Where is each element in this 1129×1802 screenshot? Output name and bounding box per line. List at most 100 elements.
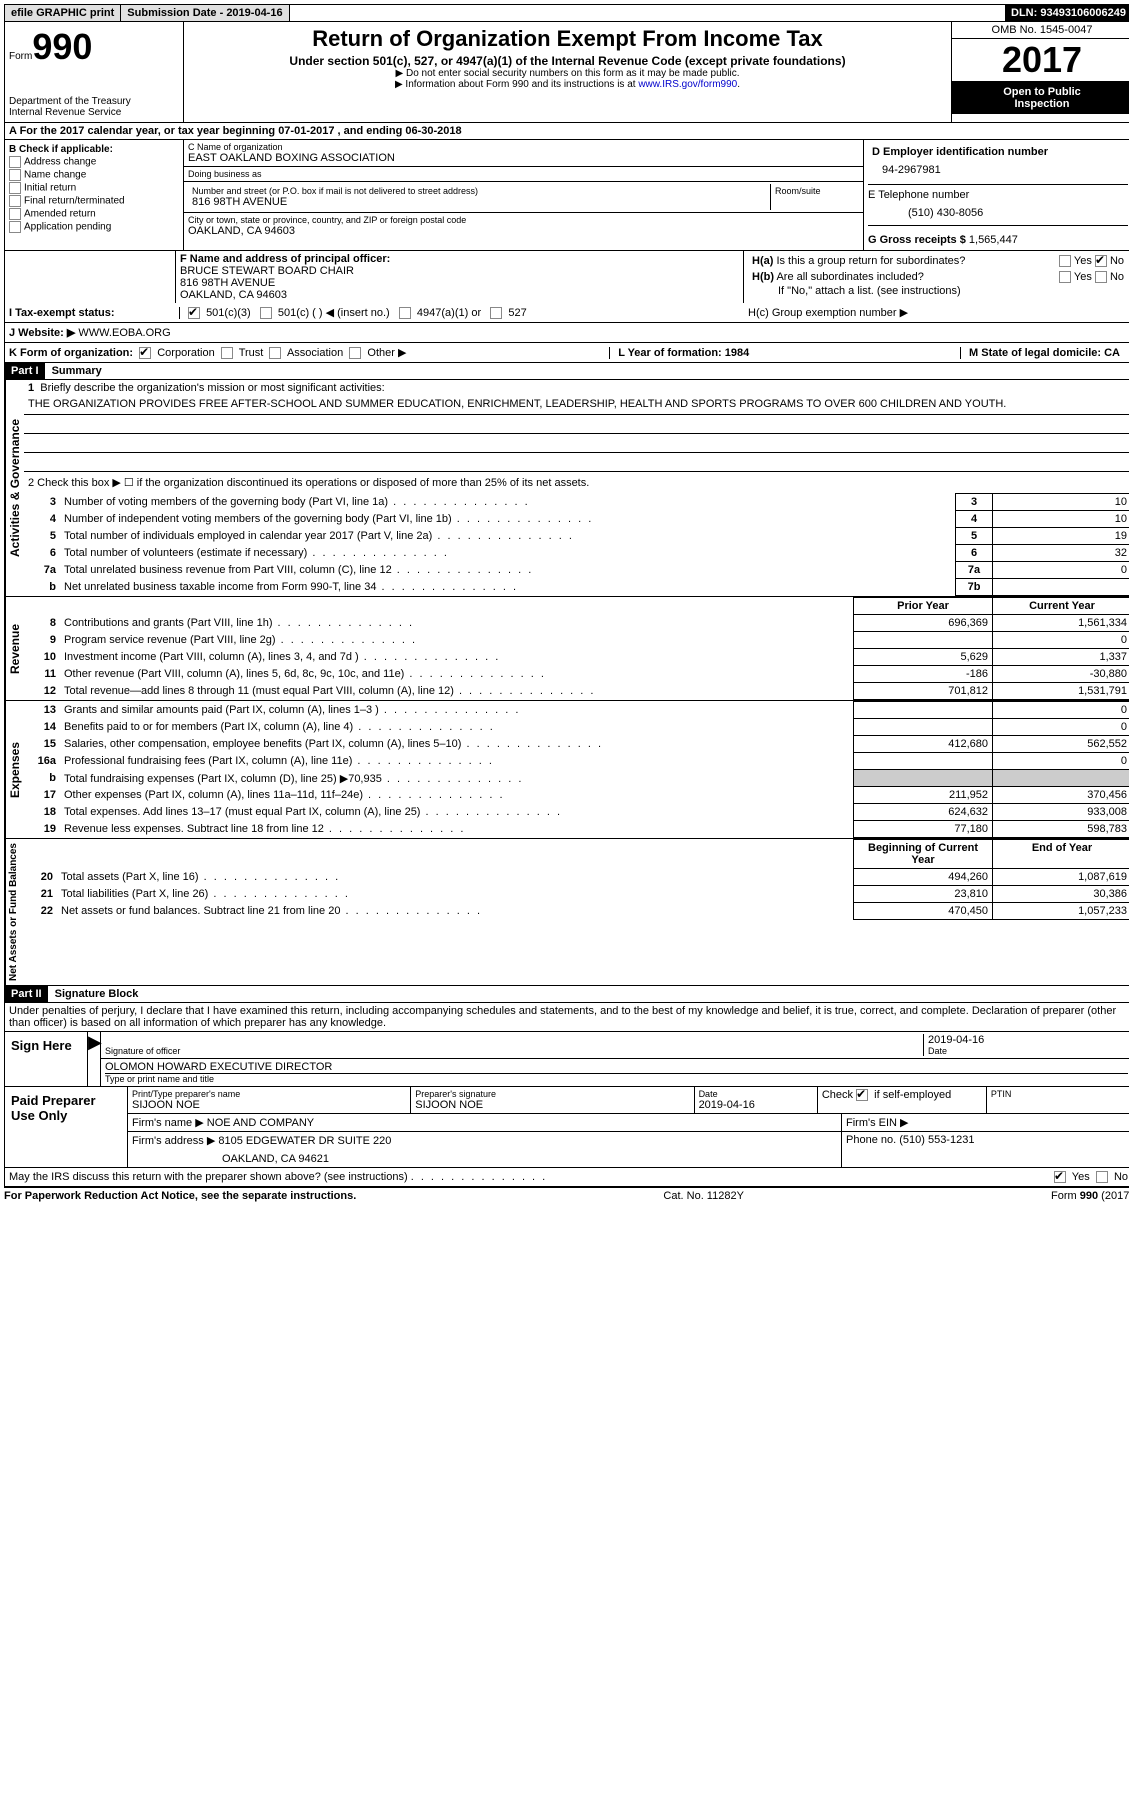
self-employed-check[interactable]: Check if self-employed xyxy=(817,1087,986,1113)
dln-number: DLN: 93493106006249 xyxy=(1005,5,1129,21)
sig-date-label: Date xyxy=(928,1046,1128,1056)
officer-name: BRUCE STEWART BOARD CHAIR xyxy=(180,265,739,277)
form-org-label: K Form of organization: xyxy=(9,347,133,359)
check-initial-return[interactable]: Initial return xyxy=(24,183,76,194)
form-subtitle: Under section 501(c), 527, or 4947(a)(1)… xyxy=(188,54,947,68)
tax-status-label: I Tax-exempt status: xyxy=(9,307,115,319)
ha-label: H(a) Is this a group return for subordin… xyxy=(748,253,1055,269)
open-public: Open to PublicInspection xyxy=(952,82,1129,114)
check-name-change[interactable]: Name change xyxy=(24,170,86,181)
hb-yes[interactable]: Yes xyxy=(1074,271,1092,283)
addr-value: 816 98TH AVENUE xyxy=(192,196,766,208)
org-name: EAST OAKLAND BOXING ASSOCIATION xyxy=(188,152,859,164)
dept-treasury: Department of the Treasury xyxy=(9,96,179,107)
line-2: 2 Check this box ▶ ☐ if the organization… xyxy=(24,472,1129,493)
ha-yes[interactable]: Yes xyxy=(1074,255,1092,267)
name-title-label: Type or print name and title xyxy=(105,1073,1128,1084)
header-left: Form990 Department of the Treasury Inter… xyxy=(5,22,184,122)
firm-phone-label: Phone no. xyxy=(846,1134,896,1146)
firm-ein-label: Firm's EIN ▶ xyxy=(841,1114,1129,1131)
hb-note: If "No," attach a list. (see instruction… xyxy=(748,285,1128,297)
gross-label: G Gross receipts $ xyxy=(868,234,966,246)
prep-date: 2019-04-16 xyxy=(699,1099,813,1111)
phone-label: E Telephone number xyxy=(868,189,1128,201)
part-1-title: Summary xyxy=(52,365,102,377)
part-1-governance: Activities & Governance 1 Briefly descri… xyxy=(4,380,1129,597)
gross-value: 1,565,447 xyxy=(969,234,1018,246)
tax-year: 2017 xyxy=(952,39,1129,82)
section-fh: F Name and address of principal officer:… xyxy=(4,250,1129,303)
hc-label: H(c) Group exemption number ▶ xyxy=(748,306,1128,319)
prep-date-label: Date xyxy=(699,1089,813,1099)
page-footer: For Paperwork Reduction Act Notice, see … xyxy=(4,1187,1129,1202)
check-amended-return[interactable]: Amended return xyxy=(24,209,96,220)
org-other[interactable]: Other ▶ xyxy=(367,347,406,359)
check-application-pending[interactable]: Application pending xyxy=(24,222,111,233)
section-b: B Check if applicable: Address change Na… xyxy=(5,140,183,250)
room-label: Room/suite xyxy=(775,186,855,196)
check-final-return[interactable]: Final return/terminated xyxy=(24,196,125,207)
sign-here-label: Sign Here xyxy=(5,1032,87,1086)
part-1-header: Part I Summary xyxy=(4,363,1129,380)
side-governance: Activities & Governance xyxy=(5,380,24,596)
section-bcd: B Check if applicable: Address change Na… xyxy=(4,140,1129,250)
netassets-table: Beginning of Current Year End of Year20 … xyxy=(21,839,1129,920)
part-2-title: Signature Block xyxy=(55,988,139,1000)
expenses-table: 13 Grants and similar amounts paid (Part… xyxy=(24,701,1129,838)
preparer-block: Paid Preparer Use Only Print/Type prepar… xyxy=(4,1087,1129,1168)
top-bar: efile GRAPHIC print Submission Date - 20… xyxy=(4,4,1129,22)
firm-addr2: OAKLAND, CA 94621 xyxy=(132,1147,837,1165)
org-assoc[interactable]: Association xyxy=(287,347,343,359)
firm-addr: 8105 EDGEWATER DR SUITE 220 xyxy=(218,1135,391,1147)
status-527[interactable]: 527 xyxy=(508,307,526,319)
revenue-table: Prior Year Current Year8 Contributions a… xyxy=(24,597,1129,700)
part-2-tag: Part II xyxy=(5,986,48,1002)
signature-block: Sign Here ▶ Signature of officer 2019-04… xyxy=(4,1032,1129,1087)
row-k: K Form of organization: Corporation Trus… xyxy=(4,343,1129,363)
form-header: Form990 Department of the Treasury Inter… xyxy=(4,22,1129,123)
officer-addr1: 816 98TH AVENUE xyxy=(180,277,739,289)
website-value: WWW.EOBA.ORG xyxy=(78,327,170,339)
prep-name: SIJOON NOE xyxy=(132,1099,406,1111)
ein-label: D Employer identification number xyxy=(872,146,1048,158)
org-trust[interactable]: Trust xyxy=(239,347,264,359)
ptin-label: PTIN xyxy=(991,1089,1128,1099)
prep-sig: SIJOON NOE xyxy=(415,1099,689,1111)
row-j: J Website: ▶ WWW.EOBA.ORG xyxy=(4,323,1129,343)
part-1-expenses: Expenses 13 Grants and similar amounts p… xyxy=(4,701,1129,839)
side-expenses: Expenses xyxy=(5,701,24,838)
section-d: D Employer identification number 94-2967… xyxy=(864,140,1129,250)
sig-date-value: 2019-04-16 xyxy=(928,1034,1128,1046)
form-label: Form xyxy=(9,51,32,62)
part-1-revenue: Revenue Prior Year Current Year8 Contrib… xyxy=(4,597,1129,701)
omb-number: OMB No. 1545-0047 xyxy=(952,22,1129,39)
check-address-change[interactable]: Address change xyxy=(24,157,96,168)
officer-label: F Name and address of principal officer: xyxy=(180,253,739,265)
paid-preparer-label: Paid Preparer Use Only xyxy=(5,1087,127,1167)
discuss-row: May the IRS discuss this return with the… xyxy=(4,1168,1129,1187)
irs-link[interactable]: www.IRS.gov/form990 xyxy=(638,79,737,90)
ha-no[interactable]: No xyxy=(1110,255,1124,267)
city-value: OAKLAND, CA 94603 xyxy=(188,225,859,237)
firm-name: NOE AND COMPANY xyxy=(207,1117,314,1129)
form-number: 990 xyxy=(32,26,92,67)
state-domicile: M State of legal domicile: CA xyxy=(960,347,1128,359)
hb-no[interactable]: No xyxy=(1110,271,1124,283)
arrow-icon: ▶ xyxy=(87,1032,100,1086)
side-netassets: Net Assets or Fund Balances xyxy=(5,839,21,985)
part-1-tag: Part I xyxy=(5,363,45,379)
city-label: City or town, state or province, country… xyxy=(188,215,859,225)
instruction-2: ▶ Information about Form 990 and its ins… xyxy=(188,79,947,90)
row-a-tax-year: A For the 2017 calendar year, or tax yea… xyxy=(4,123,1129,140)
status-4947[interactable]: 4947(a)(1) or xyxy=(417,307,481,319)
org-corp[interactable]: Corporation xyxy=(157,347,214,359)
discuss-yes[interactable]: Yes xyxy=(1072,1171,1090,1183)
part-2-header: Part II Signature Block xyxy=(4,986,1129,1003)
footer-left: For Paperwork Reduction Act Notice, see … xyxy=(4,1190,356,1202)
efile-print-button[interactable]: efile GRAPHIC print xyxy=(5,5,121,21)
status-501c3[interactable]: 501(c)(3) xyxy=(206,307,251,319)
status-501c[interactable]: 501(c) ( ) ◀ (insert no.) xyxy=(278,307,390,319)
form-title: Return of Organization Exempt From Incom… xyxy=(188,26,947,52)
line-1-label: 1 Briefly describe the organization's mi… xyxy=(24,380,1129,396)
discuss-no[interactable]: No xyxy=(1114,1171,1128,1183)
